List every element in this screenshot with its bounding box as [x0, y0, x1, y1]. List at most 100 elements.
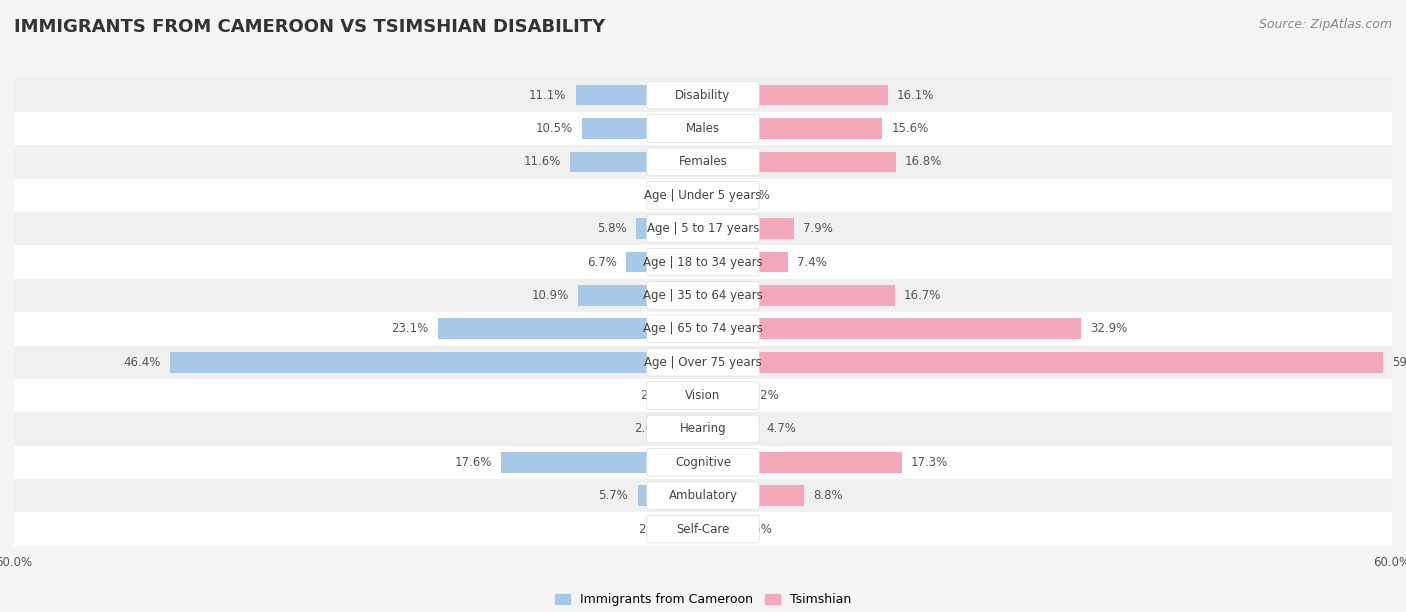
Text: 15.6%: 15.6%	[891, 122, 928, 135]
Bar	[14, 479, 1392, 512]
Bar	[501, 452, 703, 472]
Text: 8.8%: 8.8%	[813, 489, 842, 502]
Bar	[14, 179, 1392, 212]
Bar	[703, 185, 731, 206]
Text: 46.4%: 46.4%	[124, 356, 162, 368]
Text: Self-Care: Self-Care	[676, 523, 730, 536]
Text: 5.8%: 5.8%	[598, 222, 627, 235]
Bar	[688, 185, 703, 206]
Bar	[703, 218, 794, 239]
Text: 16.8%: 16.8%	[905, 155, 942, 168]
Text: 5.7%: 5.7%	[599, 489, 628, 502]
Text: Age | 5 to 17 years: Age | 5 to 17 years	[647, 222, 759, 235]
Bar	[578, 285, 703, 306]
FancyBboxPatch shape	[647, 282, 759, 309]
Bar	[637, 218, 703, 239]
Bar	[673, 419, 703, 439]
Text: 11.1%: 11.1%	[529, 89, 567, 102]
Bar	[14, 212, 1392, 245]
Text: 2.3%: 2.3%	[638, 523, 668, 536]
Bar	[14, 446, 1392, 479]
FancyBboxPatch shape	[647, 482, 759, 510]
Text: 17.6%: 17.6%	[454, 456, 492, 469]
Text: Disability: Disability	[675, 89, 731, 102]
Bar	[14, 412, 1392, 446]
Bar	[676, 519, 703, 539]
Text: Vision: Vision	[685, 389, 721, 402]
Bar	[14, 112, 1392, 145]
Text: 10.9%: 10.9%	[531, 289, 568, 302]
Bar	[703, 419, 756, 439]
Text: Age | 65 to 74 years: Age | 65 to 74 years	[643, 323, 763, 335]
Text: Age | 18 to 34 years: Age | 18 to 34 years	[643, 256, 763, 269]
Bar	[703, 85, 887, 105]
FancyBboxPatch shape	[647, 148, 759, 176]
FancyBboxPatch shape	[647, 315, 759, 343]
Text: 23.1%: 23.1%	[391, 323, 429, 335]
Bar	[14, 78, 1392, 112]
Text: Source: ZipAtlas.com: Source: ZipAtlas.com	[1258, 18, 1392, 31]
FancyBboxPatch shape	[647, 382, 759, 409]
FancyBboxPatch shape	[647, 182, 759, 209]
Text: 32.9%: 32.9%	[1090, 323, 1128, 335]
FancyBboxPatch shape	[647, 248, 759, 276]
Bar	[703, 118, 882, 139]
Bar	[569, 152, 703, 172]
Text: IMMIGRANTS FROM CAMEROON VS TSIMSHIAN DISABILITY: IMMIGRANTS FROM CAMEROON VS TSIMSHIAN DI…	[14, 18, 606, 36]
Text: Females: Females	[679, 155, 727, 168]
Text: 59.2%: 59.2%	[1392, 356, 1406, 368]
Text: 1.4%: 1.4%	[648, 188, 678, 202]
FancyBboxPatch shape	[647, 515, 759, 543]
Bar	[703, 285, 894, 306]
Text: 7.4%: 7.4%	[797, 256, 827, 269]
Text: 4.7%: 4.7%	[766, 422, 796, 436]
Bar	[14, 245, 1392, 278]
Text: 3.2%: 3.2%	[749, 389, 779, 402]
Bar	[703, 452, 901, 472]
FancyBboxPatch shape	[647, 81, 759, 109]
Bar	[703, 385, 740, 406]
Bar	[703, 352, 1382, 373]
Text: 10.5%: 10.5%	[536, 122, 574, 135]
Bar	[626, 252, 703, 272]
Bar	[703, 485, 804, 506]
Text: 2.1%: 2.1%	[640, 389, 669, 402]
Bar	[14, 346, 1392, 379]
FancyBboxPatch shape	[647, 449, 759, 476]
Legend: Immigrants from Cameroon, Tsimshian: Immigrants from Cameroon, Tsimshian	[550, 588, 856, 611]
Bar	[14, 278, 1392, 312]
Bar	[14, 512, 1392, 546]
Text: Ambulatory: Ambulatory	[668, 489, 738, 502]
Bar	[703, 318, 1081, 339]
Bar	[679, 385, 703, 406]
Bar	[582, 118, 703, 139]
Text: Males: Males	[686, 122, 720, 135]
Text: 17.3%: 17.3%	[911, 456, 948, 469]
Text: 16.1%: 16.1%	[897, 89, 935, 102]
Bar	[637, 485, 703, 506]
Text: 2.6%: 2.6%	[634, 422, 664, 436]
Text: 2.6%: 2.6%	[742, 523, 772, 536]
Text: Cognitive: Cognitive	[675, 456, 731, 469]
Text: 16.7%: 16.7%	[904, 289, 941, 302]
Text: Hearing: Hearing	[679, 422, 727, 436]
Text: 11.6%: 11.6%	[523, 155, 561, 168]
Text: 7.9%: 7.9%	[803, 222, 832, 235]
Bar	[703, 519, 733, 539]
Text: Age | Over 75 years: Age | Over 75 years	[644, 356, 762, 368]
Text: 6.7%: 6.7%	[588, 256, 617, 269]
Bar	[14, 312, 1392, 346]
Bar	[437, 318, 703, 339]
Text: 2.4%: 2.4%	[740, 188, 769, 202]
FancyBboxPatch shape	[647, 415, 759, 442]
Bar	[703, 152, 896, 172]
Bar	[14, 145, 1392, 179]
Text: Age | 35 to 64 years: Age | 35 to 64 years	[643, 289, 763, 302]
Bar	[703, 252, 787, 272]
Bar	[170, 352, 703, 373]
Text: Age | Under 5 years: Age | Under 5 years	[644, 188, 762, 202]
FancyBboxPatch shape	[647, 348, 759, 376]
FancyBboxPatch shape	[647, 114, 759, 143]
Bar	[575, 85, 703, 105]
Bar	[14, 379, 1392, 412]
